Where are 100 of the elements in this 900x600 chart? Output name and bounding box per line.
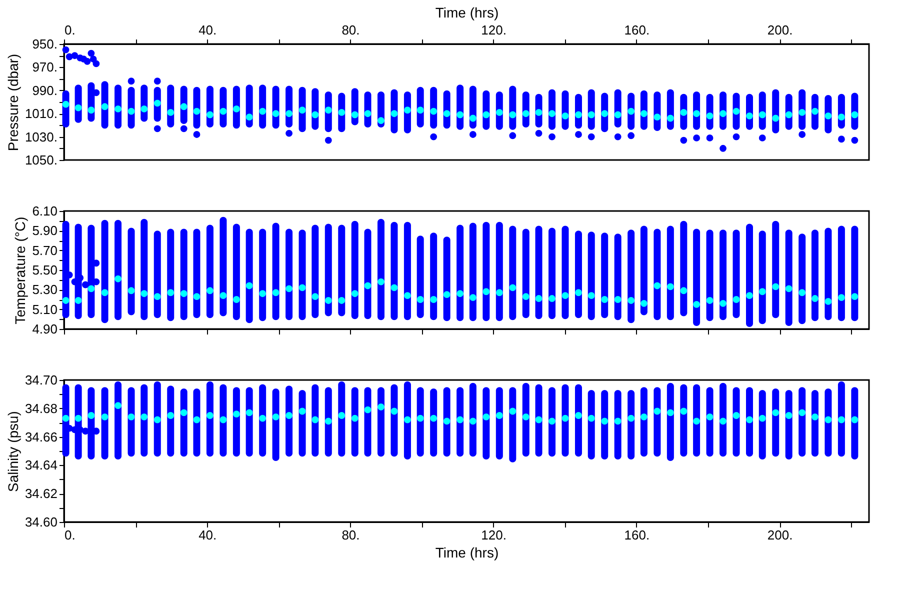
bar <box>732 387 740 457</box>
point <box>324 136 332 144</box>
point <box>92 60 100 68</box>
point <box>732 133 740 140</box>
y-tick-label: 990. <box>32 82 58 98</box>
bar <box>206 381 214 457</box>
bar <box>430 388 438 457</box>
y-tick-label: 5.30 <box>32 282 58 298</box>
bar <box>496 387 503 460</box>
bar <box>128 387 135 457</box>
bar <box>377 387 384 457</box>
bar <box>193 388 200 457</box>
point <box>614 133 622 140</box>
point <box>575 131 582 138</box>
bar <box>588 390 595 460</box>
bar <box>390 384 398 457</box>
point <box>193 131 200 138</box>
point <box>128 78 135 85</box>
x-tick-label: 160. <box>624 22 650 38</box>
x-tick-label: 40. <box>198 22 217 38</box>
bar <box>522 382 530 457</box>
y-tick-label: 5.50 <box>32 262 58 278</box>
bar <box>535 384 542 457</box>
y-tick-label: 34.68 <box>24 400 58 416</box>
point <box>588 133 595 140</box>
bar <box>614 390 622 460</box>
y-tick-label: 5.10 <box>32 302 58 317</box>
bar <box>232 387 240 457</box>
y-tick-label: 1030. <box>24 129 58 144</box>
x-tick-label: 200. <box>767 22 793 38</box>
bar <box>785 390 792 460</box>
point <box>535 130 542 137</box>
y-tick-label: 34.66 <box>24 429 58 444</box>
bar <box>680 384 688 457</box>
point <box>84 58 91 65</box>
point <box>82 281 89 288</box>
bar <box>798 387 806 457</box>
bar <box>574 384 582 457</box>
point <box>720 144 726 152</box>
point <box>469 131 476 138</box>
bar <box>456 387 464 457</box>
bar <box>469 382 476 457</box>
bar <box>838 381 845 457</box>
bar <box>746 387 753 457</box>
bar <box>482 387 490 460</box>
point <box>758 134 766 142</box>
y-tick-label: 6.10 <box>32 204 58 218</box>
point <box>88 50 95 57</box>
x-tick-label: 120. <box>481 528 506 542</box>
point <box>548 133 556 140</box>
y-tick-label: 34.70 <box>24 372 58 388</box>
bar <box>601 390 608 460</box>
y-tick-label: 34.64 <box>24 458 58 473</box>
point <box>628 132 635 140</box>
bar <box>654 387 661 457</box>
bar <box>62 384 70 457</box>
x-tick-label: 0. <box>64 22 76 38</box>
bar <box>154 381 161 457</box>
bar <box>416 387 424 457</box>
point <box>680 136 688 144</box>
bar <box>167 386 174 457</box>
y-tick-label: 1010. <box>24 106 58 122</box>
bar <box>180 388 188 457</box>
bar <box>246 387 253 457</box>
bar <box>443 387 450 457</box>
bar <box>286 386 293 457</box>
point <box>693 134 700 142</box>
bar <box>140 384 148 457</box>
point <box>851 136 858 144</box>
bar <box>324 387 332 457</box>
bar <box>220 384 227 457</box>
bar <box>272 388 280 461</box>
y-tick-label: 5.70 <box>32 242 58 258</box>
y-axis-title: Temperature (°C) <box>12 216 28 324</box>
point <box>180 125 188 132</box>
y-axis-title: Salinity (psu) <box>4 411 21 492</box>
bar <box>259 384 266 457</box>
x-tick-label: 200. <box>767 528 793 542</box>
bar <box>114 381 122 460</box>
x-tick-label: 40. <box>198 528 217 542</box>
point <box>430 133 438 140</box>
bar <box>338 381 346 457</box>
bar <box>562 384 569 457</box>
bar <box>312 384 319 457</box>
bar <box>693 384 700 457</box>
bar <box>628 390 635 460</box>
x-tick-label: 80. <box>342 528 360 542</box>
point <box>71 52 78 60</box>
point <box>798 131 806 138</box>
y-tick-label: 970. <box>32 60 58 75</box>
bar <box>720 382 727 457</box>
y-axis-title: Pressure (dbar) <box>4 54 21 152</box>
x-tick-label: 0. <box>64 528 76 542</box>
y-tick-label: 34.60 <box>24 514 58 530</box>
bar <box>298 390 306 457</box>
point <box>62 46 70 54</box>
bar <box>772 388 780 457</box>
bar <box>548 387 556 457</box>
bar <box>364 387 372 457</box>
x-tick-label: 120. <box>481 22 506 38</box>
